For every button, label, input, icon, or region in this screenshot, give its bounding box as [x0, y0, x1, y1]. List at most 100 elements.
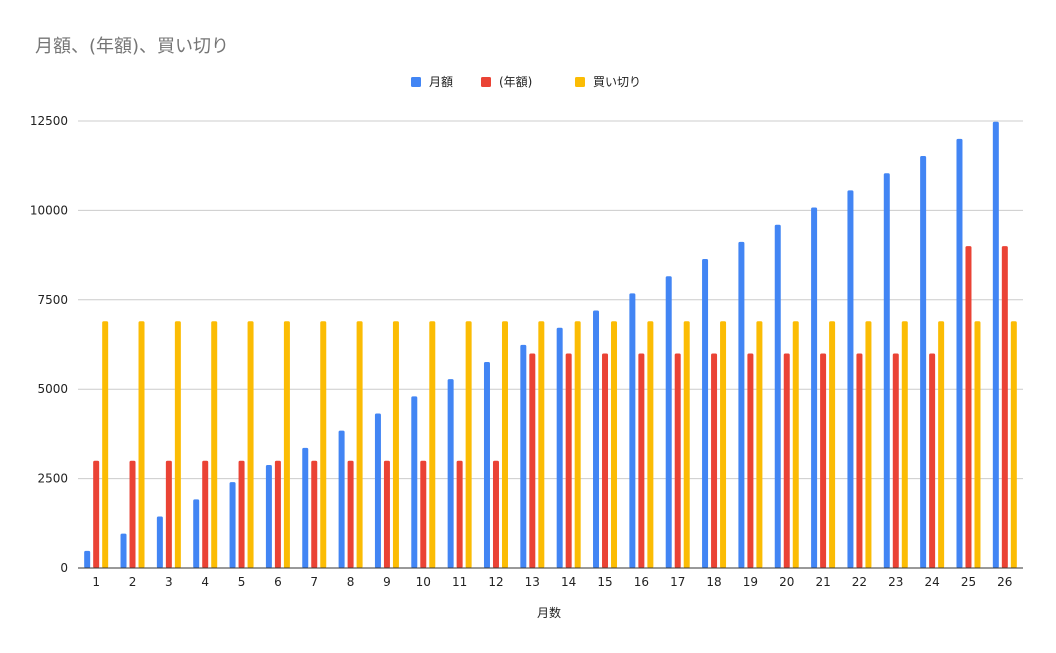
x-tick-label: 6: [274, 575, 282, 589]
y-tick-label: 12500: [30, 114, 68, 128]
x-tick-label: 14: [561, 575, 576, 589]
bar-3-2: [138, 321, 145, 568]
bar-1-26: [992, 121, 999, 568]
bar-2-25: [965, 246, 972, 568]
bar-3-1: [102, 321, 109, 568]
x-tick-label: 10: [416, 575, 431, 589]
bar-3-4: [211, 321, 218, 568]
chart-title: 月額、(年額)、買い切り: [35, 36, 229, 57]
bar-1-18: [702, 259, 709, 568]
bar-3-16: [647, 321, 654, 568]
bar-1-1: [84, 550, 91, 568]
x-tick-label: 24: [924, 575, 939, 589]
bar-2-22: [856, 353, 863, 568]
bar-3-17: [683, 321, 690, 568]
x-axis-ticks: 1 2 3 4 5 6 7 8 9 10 11 12 13 14 15 16 17 18 19 20 21 22 23 24 2…: [92, 575, 1012, 589]
bar-1-23: [883, 173, 890, 568]
bar-2-11: [456, 460, 463, 568]
bar-1-14: [556, 327, 563, 568]
legend: 月額 (年額) 買い切り: [411, 75, 641, 89]
bar-1-5: [229, 482, 236, 568]
bar-3-5: [247, 321, 254, 568]
bar-1-22: [847, 190, 854, 569]
x-tick-label: 25: [961, 575, 976, 589]
gridlines: [78, 120, 1023, 480]
bars: [84, 121, 1017, 569]
bar-2-20: [783, 353, 790, 568]
legend-swatch: [575, 77, 585, 87]
x-tick-label: 16: [634, 575, 649, 589]
x-tick-label: 18: [706, 575, 721, 589]
x-tick-label: 21: [815, 575, 830, 589]
bar-3-18: [720, 321, 727, 568]
x-tick-label: 20: [779, 575, 794, 589]
x-tick-label: 15: [597, 575, 612, 589]
x-tick-label: 7: [310, 575, 318, 589]
bar-3-3: [174, 321, 181, 568]
bar-2-1: [93, 460, 100, 568]
bar-1-4: [193, 499, 200, 568]
bar-1-8: [338, 430, 345, 568]
bar-1-24: [920, 156, 927, 568]
bar-2-18: [711, 353, 718, 568]
x-tick-label: 3: [165, 575, 173, 589]
legend-label: (年額): [499, 75, 532, 89]
x-tick-label: 13: [525, 575, 540, 589]
bar-1-20: [774, 224, 781, 569]
bar-2-10: [420, 460, 427, 568]
bar-2-2: [129, 460, 136, 568]
bar-3-20: [792, 321, 799, 568]
y-axis-ticks: 0 2500 5000 7500 10000 12500: [30, 114, 68, 575]
bar-1-6: [265, 465, 272, 568]
bar-3-7: [320, 321, 327, 568]
y-tick-label: 5000: [37, 382, 68, 396]
bar-2-16: [638, 353, 645, 568]
bar-1-11: [447, 379, 454, 568]
legend-swatch: [411, 77, 421, 87]
y-tick-label: 0: [60, 561, 68, 575]
bar-1-25: [956, 138, 963, 568]
bar-3-23: [901, 321, 908, 568]
bar-1-21: [811, 207, 818, 569]
bar-1-7: [302, 447, 309, 568]
bar-1-2: [120, 533, 127, 568]
x-tick-label: 22: [852, 575, 867, 589]
x-tick-label: 8: [347, 575, 355, 589]
bar-3-13: [538, 321, 545, 568]
bar-2-21: [820, 353, 827, 568]
bar-2-7: [311, 460, 318, 568]
bar-2-15: [602, 353, 609, 568]
bar-3-9: [392, 321, 399, 568]
bar-3-12: [501, 321, 508, 568]
bar-2-26: [1001, 246, 1008, 568]
bar-3-14: [574, 321, 581, 568]
x-tick-label: 26: [997, 575, 1012, 589]
bar-1-19: [738, 241, 745, 568]
x-tick-label: 2: [129, 575, 137, 589]
x-tick-label: 12: [488, 575, 503, 589]
bar-3-26: [1010, 321, 1017, 568]
bar-2-8: [347, 460, 354, 568]
legend-swatch: [481, 77, 491, 87]
x-axis-label: 月数: [537, 605, 561, 620]
x-tick-label: 23: [888, 575, 903, 589]
bar-1-17: [665, 276, 672, 568]
bar-1-3: [156, 516, 163, 568]
bar-3-25: [974, 321, 981, 568]
bar-3-21: [829, 321, 836, 568]
x-tick-label: 1: [92, 575, 100, 589]
legend-label: 買い切り: [593, 75, 641, 89]
bar-2-5: [238, 460, 245, 568]
bar-2-6: [274, 460, 281, 568]
bar-1-16: [629, 293, 636, 568]
bar-2-24: [929, 353, 936, 568]
bar-3-24: [938, 321, 945, 568]
x-tick-label: 4: [201, 575, 209, 589]
bar-3-8: [356, 321, 363, 568]
bar-1-9: [374, 413, 381, 568]
bar-3-22: [865, 321, 872, 568]
bar-2-23: [892, 353, 899, 568]
x-tick-label: 11: [452, 575, 467, 589]
bar-3-10: [429, 321, 436, 568]
